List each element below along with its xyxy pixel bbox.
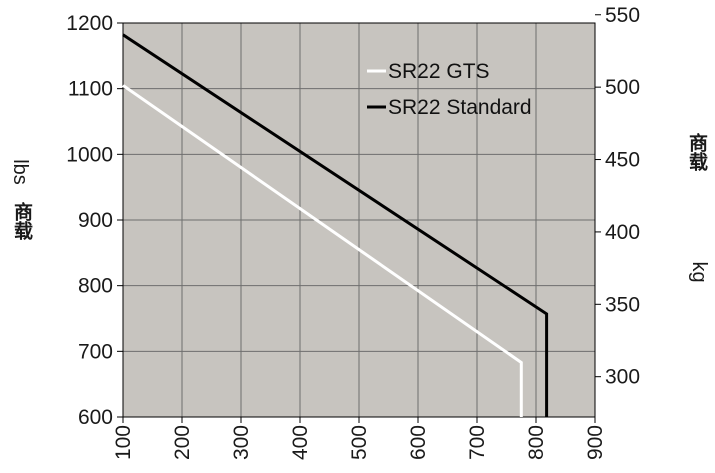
right-tick-label: 400 [605,221,640,244]
left-tick-label: 1100 [68,78,113,101]
grid-lines [123,23,595,417]
right-tick-label: 350 [605,293,640,316]
series-line-sr22-gts [122,84,523,417]
x-tick-label: 100 [112,425,135,460]
x-tick-label: 800 [525,425,548,460]
legend: SR22 GTS SR22 Standard [367,60,532,119]
left-axis-cjk-label: 商载 [11,201,33,241]
right-axis-cjk-label: 商载 [686,132,708,172]
right-axis-ticks: 300 350 400 450 500 550 [595,4,640,389]
left-axis-unit-label: lbs [9,159,31,185]
left-tick-label: 700 [78,340,113,363]
x-tick-label: 200 [171,425,194,460]
right-tick-label: 550 [605,4,640,27]
x-tick-label: 300 [230,425,253,460]
left-tick-label: 800 [78,275,113,298]
left-axis-ticks: 600 700 800 900 1000 1100 1200 [66,12,123,429]
right-tick-label: 500 [605,76,640,99]
x-axis-ticks: 100 200 300 400 500 600 700 800 900 [112,417,607,460]
x-tick-label: 700 [466,425,489,460]
series-layer [122,33,549,417]
left-tick-label: 900 [78,209,113,232]
left-tick-label: 1200 [66,12,113,35]
legend-label-sr22-standard: SR22 Standard [388,96,532,119]
right-axis-unit-label: kg [688,261,710,282]
right-tick-label: 300 [605,366,640,389]
left-tick-label: 600 [78,406,113,429]
x-tick-label: 500 [348,425,371,460]
series-line-sr22-standard [122,33,549,417]
right-tick-label: 450 [605,149,640,172]
left-tick-label: 1000 [66,143,113,166]
x-tick-label: 900 [584,425,607,460]
x-tick-label: 400 [289,425,312,460]
x-tick-label: 600 [407,425,430,460]
legend-label-sr22-gts: SR22 GTS [388,60,490,83]
